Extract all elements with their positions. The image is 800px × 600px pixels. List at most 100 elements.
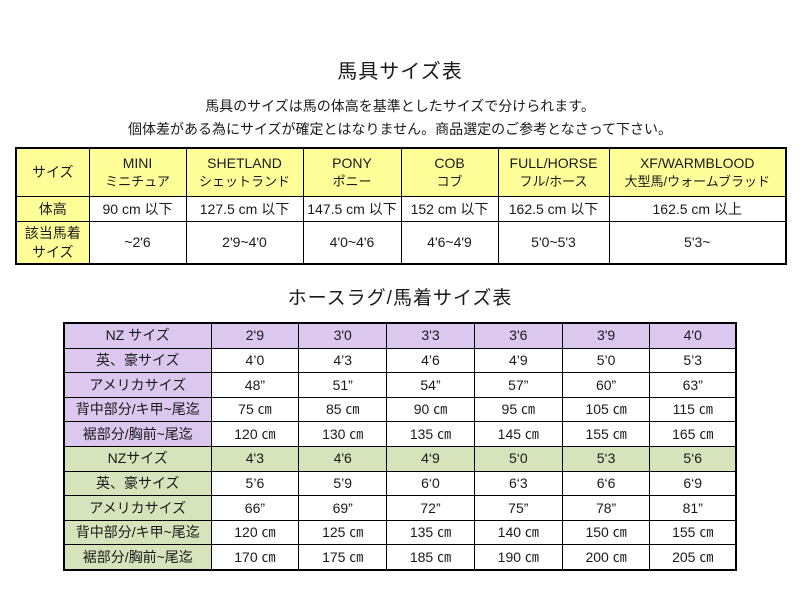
gear-col-header-cob: COB コブ xyxy=(400,147,499,197)
size-value: 135 ㎝ xyxy=(386,421,475,447)
size-value: 105 ㎝ xyxy=(561,396,651,423)
size-value: 78” xyxy=(561,495,651,521)
size-value: 200 ㎝ xyxy=(561,544,651,571)
size-value: 6‘0 xyxy=(386,470,475,497)
size-value: 6‘3 xyxy=(473,470,563,497)
size-value: 54” xyxy=(386,372,475,398)
size-value: 120 ㎝ xyxy=(210,421,300,447)
col-header-en: SHETLAND xyxy=(207,155,282,172)
size-value: 5’3 xyxy=(649,347,737,374)
rug-row-nz-horse: NZサイズ 4'3 4'6 4‘9 5‘0 5‘3 5‘6 xyxy=(63,445,737,472)
size-value: 135 ㎝ xyxy=(386,519,475,546)
size-value: 155 ㎝ xyxy=(561,421,651,447)
rug-row-back-length-pony: 背中部分/キ甲~尾迄 75 ㎝ 85 ㎝ 90 ㎝ 95 ㎝ 105 ㎝ 115… xyxy=(63,396,737,423)
size-value: 95 ㎝ xyxy=(473,396,563,423)
gear-col-header-full-horse: FULL/HORSE フル/ホース xyxy=(497,147,610,197)
size-value: 140 ㎝ xyxy=(473,519,563,546)
rug-table-title: ホースラグ/馬着サイズ表 xyxy=(287,288,513,309)
row-label: 背中部分/キ甲~尾迄 xyxy=(63,396,212,423)
size-value: 5’9 xyxy=(298,470,388,497)
size-value: 4'6 xyxy=(298,445,388,472)
row-label: NZ サイズ xyxy=(63,322,212,349)
size-value: 63” xyxy=(649,372,737,398)
size-value: 3'9 xyxy=(561,322,651,349)
size-value: 150 ㎝ xyxy=(561,519,651,546)
size-value: 3'3 xyxy=(386,322,475,349)
size-value: 66” xyxy=(210,495,300,521)
size-value: 90 ㎝ xyxy=(386,396,475,423)
size-value: 4'0 xyxy=(649,322,737,349)
size-value: 115 ㎝ xyxy=(649,396,737,423)
size-value: 3'6 xyxy=(473,322,563,349)
rug-size-value: 4'0~4'6 xyxy=(302,221,402,265)
gear-height-row: 体高 90 cm 以下 127.5 cm 以下 147.5 cm 以下 152 … xyxy=(15,196,787,222)
size-value: 2'9 xyxy=(210,322,300,349)
col-header-en: MINI xyxy=(122,155,153,172)
rug-row-uk-au-pony: 英、豪サイズ 4’0 4’3 4’6 4’9 5’0 5’3 xyxy=(63,347,737,374)
col-header-ja: ポニー xyxy=(332,174,372,190)
row-label: 裾部分/胸前~尾迄 xyxy=(63,421,212,447)
size-value: 5’0 xyxy=(561,347,651,374)
col-header-en: PONY xyxy=(332,155,372,172)
row-label: アメリカサイズ xyxy=(63,372,212,398)
row-label: 裾部分/胸前~尾迄 xyxy=(63,544,212,571)
gear-size-table: サイズ MINI ミニチュア SHETLAND シェットランド PONY ポニー… xyxy=(15,147,787,265)
height-value: 162.5 cm 以上 xyxy=(608,196,787,222)
size-value: 5‘0 xyxy=(473,445,563,472)
size-value: 57” xyxy=(473,372,563,398)
size-value: 4’6 xyxy=(386,347,475,374)
rug-size-table: NZ サイズ 2'9 3'0 3'3 3'6 3'9 4'0 英、豪サイズ 4’… xyxy=(63,322,737,571)
size-value: 51” xyxy=(298,372,388,398)
col-header-ja: 大型馬/ウォームブラッド xyxy=(624,174,770,190)
size-value: 85 ㎝ xyxy=(298,396,388,423)
row-label: 該当馬着サイズ xyxy=(15,221,90,265)
rug-size-value: 4'6~4'9 xyxy=(400,221,499,265)
col-header-ja: コブ xyxy=(436,174,463,190)
size-value: 75 ㎝ xyxy=(210,396,300,423)
col-header-ja: フル/ホース xyxy=(519,174,588,190)
size-value: 69” xyxy=(298,495,388,521)
size-value: 190 ㎝ xyxy=(473,544,563,571)
height-value: 147.5 cm 以下 xyxy=(302,196,402,222)
gear-col-header-xf-warmblood: XF/WARMBLOOD 大型馬/ウォームブラッド xyxy=(608,147,787,197)
size-value: 6‘9 xyxy=(649,470,737,497)
rug-size-value: ~2'6 xyxy=(88,221,187,265)
size-value: 130 ㎝ xyxy=(298,421,388,447)
rug-row-us-horse: アメリカサイズ 66” 69” 72” 75” 78” 81” xyxy=(63,495,737,521)
gear-header-row: サイズ MINI ミニチュア SHETLAND シェットランド PONY ポニー… xyxy=(15,147,787,197)
size-value: 4’0 xyxy=(210,347,300,374)
size-value: 4‘9 xyxy=(386,445,475,472)
rug-row-us-pony: アメリカサイズ 48” 51” 54” 57” 60” 63” xyxy=(63,372,737,398)
size-value: 120 ㎝ xyxy=(210,519,300,546)
size-value: 75” xyxy=(473,495,563,521)
rug-row-uk-au-horse: 英、豪サイズ 5’6 5’9 6‘0 6‘3 6‘6 6‘9 xyxy=(63,470,737,497)
intro-line-1: 馬具のサイズは馬の体高を基準としたサイズで分けられます。 xyxy=(205,98,595,114)
size-value: 72” xyxy=(386,495,475,521)
size-value: 3'0 xyxy=(298,322,388,349)
row-label: NZサイズ xyxy=(63,445,212,472)
row-label: 体高 xyxy=(15,196,90,222)
size-value: 4'3 xyxy=(210,445,300,472)
height-value: 90 cm 以下 xyxy=(88,196,187,222)
rug-size-value: 2'9~4'0 xyxy=(185,221,304,265)
size-value: 6‘6 xyxy=(561,470,651,497)
gear-col-header-shetland: SHETLAND シェットランド xyxy=(185,147,304,197)
col-header-ja: ミニチュア xyxy=(105,174,170,190)
col-header-ja: シェットランド xyxy=(198,174,290,190)
row-label: 英、豪サイズ xyxy=(63,347,212,374)
height-value: 162.5 cm 以下 xyxy=(497,196,610,222)
height-value: 127.5 cm 以下 xyxy=(185,196,304,222)
rug-row-hem-length-horse: 裾部分/胸前~尾迄 170 ㎝ 175 ㎝ 185 ㎝ 190 ㎝ 200 ㎝ … xyxy=(63,544,737,571)
row-label: 背中部分/キ甲~尾迄 xyxy=(63,519,212,546)
size-value: 165 ㎝ xyxy=(649,421,737,447)
size-value: 48” xyxy=(210,372,300,398)
size-value: 4’9 xyxy=(473,347,563,374)
page-title: 馬具サイズ表 xyxy=(337,61,463,83)
rug-row-nz-pony: NZ サイズ 2'9 3'0 3'3 3'6 3'9 4'0 xyxy=(63,322,737,349)
size-value: 5‘3 xyxy=(561,445,651,472)
gear-size-header-cell: サイズ xyxy=(15,147,90,197)
row-label: アメリカサイズ xyxy=(63,495,212,521)
size-value: 60” xyxy=(561,372,651,398)
size-value: 170 ㎝ xyxy=(210,544,300,571)
